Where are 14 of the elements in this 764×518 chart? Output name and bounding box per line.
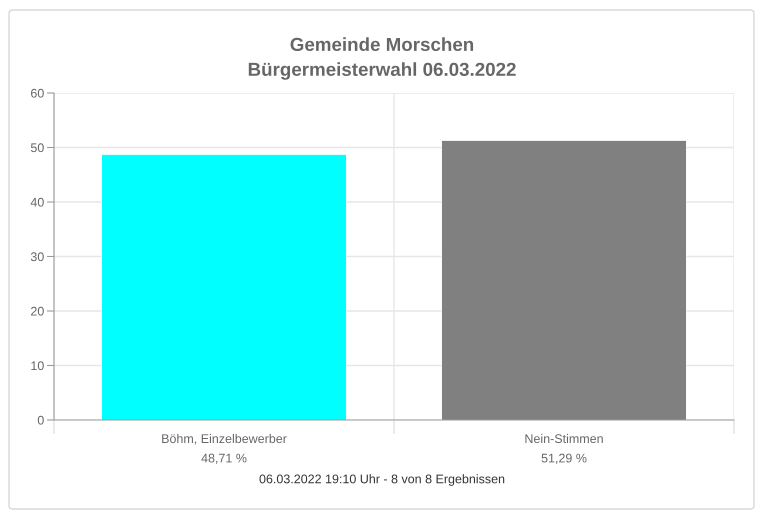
x-tick-label: Nein-Stimmen [525,434,603,444]
y-tick-label: 50 [30,143,44,152]
y-tick-label: 0 [38,416,44,425]
y-tick-label: 20 [31,306,44,316]
chart-subtitle: Bürgermeisterwahl 06.03.2022 [248,62,516,80]
data-label: 48,71 % [201,454,246,464]
y-tick-label: 60 [31,88,44,98]
y-tick-label: 40 [30,198,44,207]
text: 06.03.2022 19:10 Uhr - 8 von 8 Ergebnissen [259,474,504,486]
x-tick-label: Böhm, Einzelbewerber [162,434,287,445]
data-label: 51,29 % [542,454,586,464]
chart-title: Gemeinde Morschen [290,37,474,52]
y-tick-label: 10 [31,361,44,370]
y-tick-label: 30 [30,252,44,262]
